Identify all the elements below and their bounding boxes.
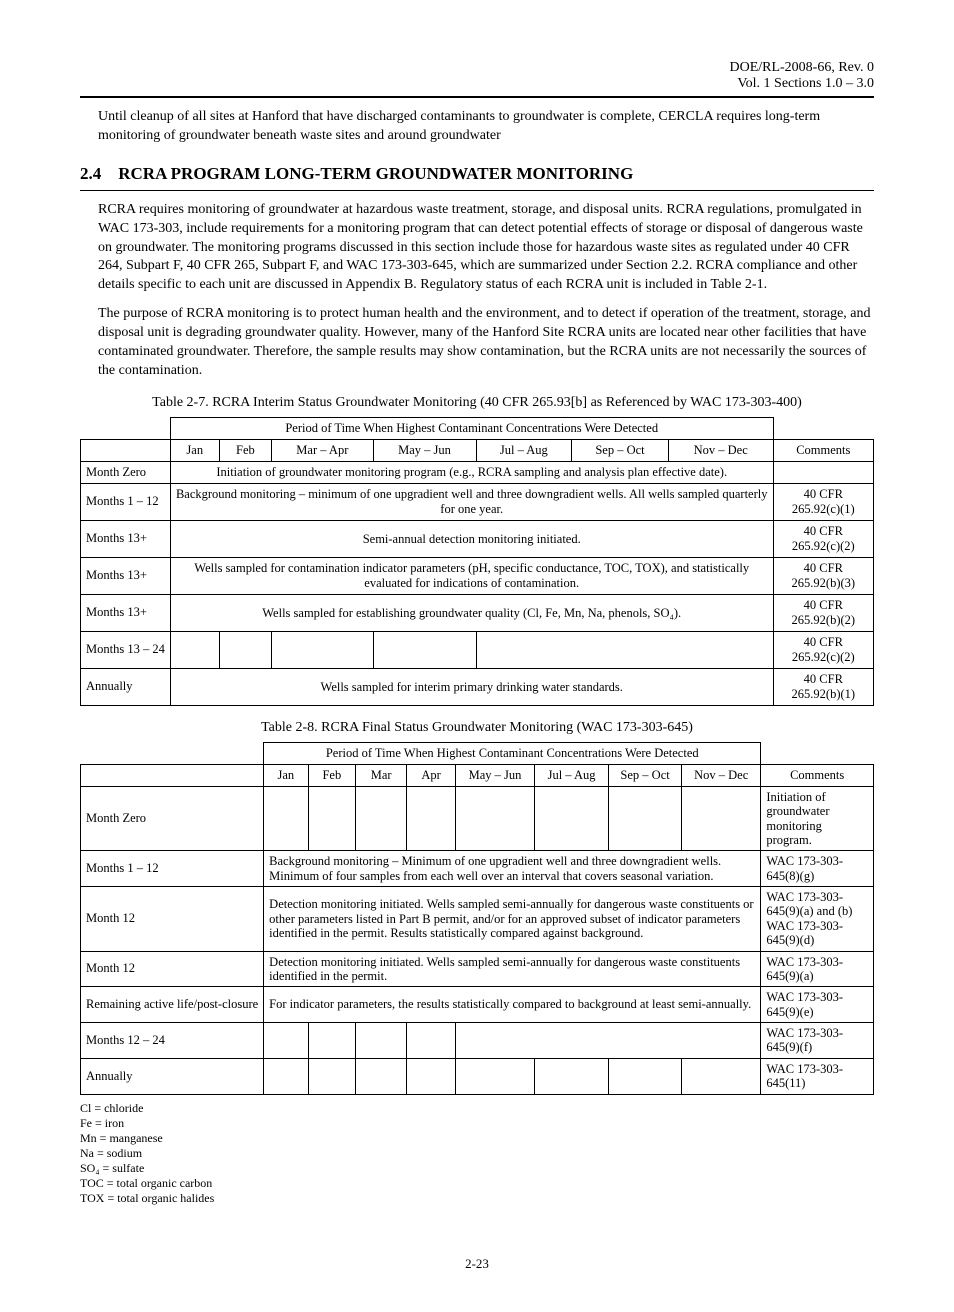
lead-paragraph: Until cleanup of all sites at Hanford th… (98, 108, 874, 146)
table1-caption: Table 2-7. RCRA Interim Status Groundwat… (80, 395, 874, 411)
page-number: 2-23 (80, 1256, 874, 1272)
table2-superheader: Period of Time When Highest Contaminant … (264, 742, 761, 764)
table-2-7: Period of Time When Highest Contaminant … (80, 417, 874, 706)
section-number: 2.4 (80, 164, 101, 183)
doc-number: DOE/RL-2008-66, Rev. 0 (729, 60, 874, 75)
paragraph-2: RCRA requires monitoring of groundwater … (98, 201, 874, 295)
divider (80, 190, 874, 191)
table2-caption: Table 2-8. RCRA Final Status Groundwater… (80, 720, 874, 736)
page-header-left (80, 60, 84, 92)
section-title: RCRA PROGRAM LONG-TERM GROUNDWATER MONIT… (118, 164, 633, 183)
divider (80, 96, 874, 98)
doc-volume: Vol. 1 Sections 1.0 – 3.0 (737, 76, 874, 91)
table-notes: Cl = chloride Fe = iron Mn = manganese N… (80, 1101, 874, 1206)
table1-superheader: Period of Time When Highest Contaminant … (170, 417, 773, 439)
paragraph-3: The purpose of RCRA monitoring is to pro… (98, 305, 874, 381)
table-2-8: Period of Time When Highest Contaminant … (80, 742, 874, 1095)
